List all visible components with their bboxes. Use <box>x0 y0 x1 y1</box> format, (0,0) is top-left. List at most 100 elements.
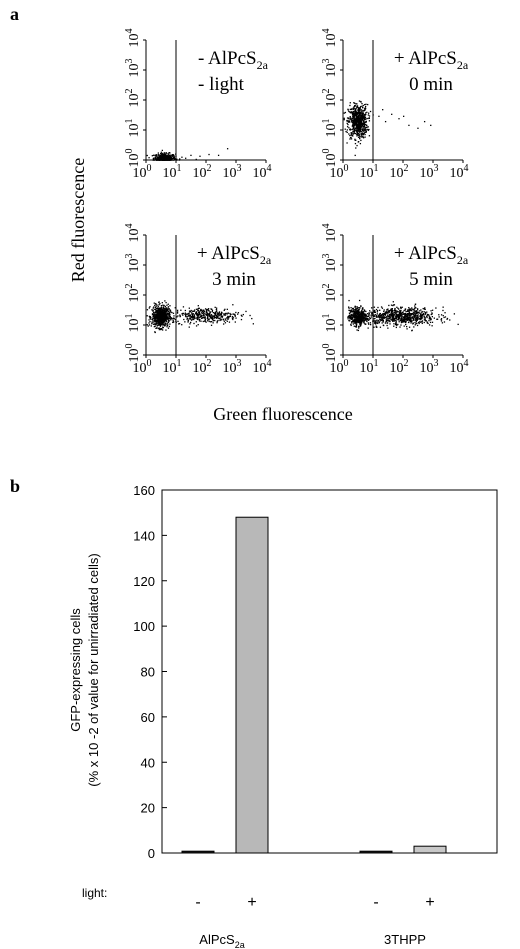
data-point <box>362 123 364 126</box>
data-point <box>354 104 356 107</box>
data-point <box>197 318 199 320</box>
data-point <box>198 317 200 319</box>
data-point <box>352 113 354 116</box>
data-point <box>351 133 353 135</box>
data-point <box>417 309 419 311</box>
data-point <box>174 318 177 321</box>
data-point <box>190 319 193 321</box>
data-point <box>401 321 403 323</box>
y-tick-label: 100 <box>321 149 339 168</box>
data-point <box>161 308 163 311</box>
data-point <box>413 310 416 312</box>
data-point <box>365 118 367 120</box>
data-point <box>416 311 418 314</box>
data-point <box>417 316 419 319</box>
data-point <box>384 120 387 123</box>
data-point <box>364 130 366 132</box>
data-point <box>160 309 162 311</box>
data-point <box>160 315 162 318</box>
data-point <box>391 319 393 321</box>
data-point <box>252 323 254 325</box>
data-point <box>163 315 165 317</box>
data-point <box>358 127 360 129</box>
data-point <box>421 313 424 316</box>
data-point <box>353 118 355 120</box>
data-point <box>357 136 360 138</box>
data-point <box>399 310 401 312</box>
data-point <box>153 302 155 304</box>
data-point <box>427 314 430 316</box>
data-point <box>367 128 369 131</box>
data-point <box>154 311 156 314</box>
data-point <box>362 137 365 139</box>
data-point <box>400 317 403 319</box>
data-point <box>355 129 358 131</box>
data-point <box>156 327 158 329</box>
data-point <box>351 121 354 124</box>
data-point <box>164 156 166 158</box>
data-point <box>151 321 153 323</box>
data-point <box>441 322 444 324</box>
data-point <box>399 319 402 322</box>
data-point <box>354 309 356 311</box>
data-point <box>203 313 205 315</box>
data-point <box>409 315 411 317</box>
data-point <box>351 108 353 110</box>
data-point <box>353 322 356 324</box>
data-point <box>354 154 356 157</box>
data-point <box>368 120 371 122</box>
data-point <box>356 111 358 114</box>
data-point <box>362 130 364 132</box>
data-point <box>149 316 152 318</box>
data-point <box>176 316 178 318</box>
data-point <box>384 313 386 315</box>
data-point <box>395 320 397 323</box>
data-point <box>357 312 359 314</box>
data-point <box>386 324 388 327</box>
data-point <box>152 157 155 160</box>
data-point <box>152 307 154 309</box>
data-point <box>422 312 425 315</box>
data-point <box>347 108 349 110</box>
bar-ylabel-line2: (% x 10 -2 of value for unirradiated cel… <box>86 553 101 786</box>
data-point <box>163 309 166 312</box>
data-point <box>203 316 205 319</box>
data-point <box>393 312 396 314</box>
data-point <box>158 313 161 315</box>
data-point <box>194 317 196 319</box>
data-point <box>410 313 413 315</box>
data-point <box>423 120 426 123</box>
data-point <box>397 307 399 310</box>
data-point <box>394 312 396 314</box>
data-point <box>395 315 397 318</box>
data-point <box>406 310 408 312</box>
data-point <box>359 119 361 121</box>
data-point <box>358 124 360 126</box>
data-point <box>353 126 355 128</box>
data-point <box>180 309 182 311</box>
data-point <box>199 155 201 157</box>
data-point <box>357 329 360 332</box>
data-point <box>170 311 172 313</box>
data-point <box>240 318 243 321</box>
data-point <box>389 315 391 317</box>
data-point <box>366 320 368 323</box>
data-point <box>202 314 204 317</box>
data-point <box>198 311 201 313</box>
data-point <box>406 319 408 321</box>
data-point <box>166 326 168 328</box>
data-point <box>351 315 353 317</box>
data-point <box>422 313 425 316</box>
data-point <box>181 313 183 315</box>
data-point <box>357 125 359 128</box>
data-point <box>158 159 161 161</box>
data-point <box>366 313 369 315</box>
data-point <box>172 321 175 323</box>
data-point <box>215 314 217 317</box>
data-point <box>384 322 387 324</box>
data-point <box>418 317 421 320</box>
data-point <box>364 128 366 131</box>
data-point <box>417 314 419 316</box>
data-point <box>154 304 156 307</box>
data-point <box>361 315 364 318</box>
